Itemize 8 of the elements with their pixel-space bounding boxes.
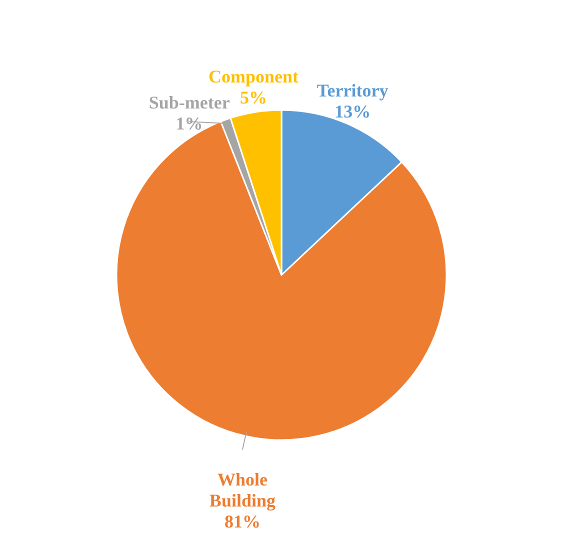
- slice-label: Sub-meter: [148, 92, 230, 113]
- data-label: 81%: [224, 511, 260, 532]
- data-label: 1%: [176, 114, 203, 134]
- data-label: 5%: [240, 87, 267, 108]
- slice-label: Component: [208, 66, 299, 86]
- slice-label: Whole Building: [209, 469, 276, 510]
- data-label: 13%: [334, 101, 371, 122]
- slice-label: Territory: [316, 80, 388, 100]
